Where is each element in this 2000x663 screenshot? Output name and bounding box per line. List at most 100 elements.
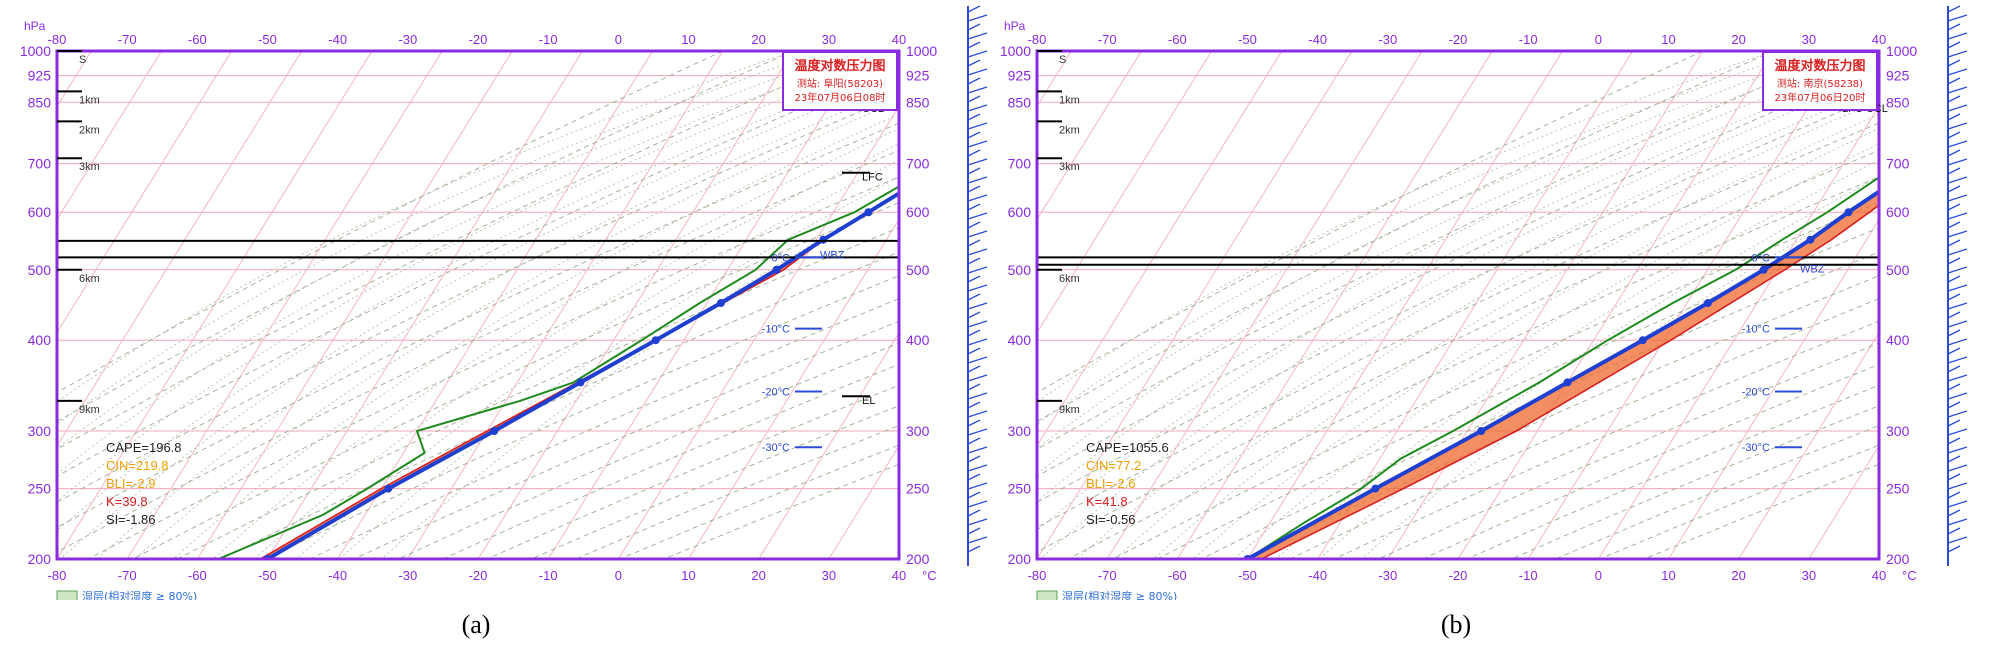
- wind-barb: [967, 293, 981, 301]
- dry-adiabat-line: [486, 384, 899, 559]
- isotherm-line: [758, 331, 899, 559]
- dry-adiabat-line: [221, 251, 899, 559]
- sounding-index-label: K=39.8: [106, 494, 148, 509]
- plot-area: [1037, 51, 1879, 559]
- isotherm-line: [1176, 51, 1493, 559]
- time-label: 23年07月06日20时: [1775, 91, 1866, 104]
- temperature-point: [1371, 484, 1380, 493]
- station-label: 测站: 南京(58238): [1777, 77, 1863, 90]
- x-tick-label-top: -80: [48, 32, 67, 47]
- wind-barb: [967, 194, 988, 202]
- wind-barb: [1947, 365, 1961, 373]
- x-tick-label-bottom: -20: [1449, 568, 1468, 583]
- temperature-point: [716, 299, 725, 308]
- dry-adiabat-line: [575, 425, 899, 559]
- x-tick-label-bottom: -40: [328, 568, 347, 583]
- wind-barb: [1947, 302, 1968, 310]
- height-marker-label: 3km: [79, 161, 100, 173]
- wind-barb: [1947, 437, 1961, 445]
- x-tick-label-top: 10: [1661, 32, 1675, 47]
- wind-barb: [1947, 383, 1961, 391]
- wind-barb: [967, 5, 981, 13]
- y-tick-label-left: 300: [1008, 423, 1032, 439]
- y-tick-label-right: 850: [906, 94, 930, 110]
- wind-barb: [967, 500, 988, 508]
- wind-barb: [967, 455, 981, 463]
- isotherm-level-label: -10°C: [1742, 324, 1770, 336]
- moist-adiabat-line: [1039, 75, 1879, 559]
- sounding-index-label: CIN=77.2: [1086, 458, 1141, 473]
- y-axis-unit: hPa: [1004, 19, 1026, 33]
- isotherm-line: [1247, 51, 1563, 559]
- wind-barb: [967, 518, 988, 526]
- moist-adiabat-line: [57, 51, 794, 403]
- moist-adiabat-line: [172, 113, 899, 559]
- y-tick-label-left: 200: [28, 551, 52, 567]
- x-tick-label-top: -40: [328, 32, 347, 47]
- temperature-point: [944, 160, 952, 168]
- y-tick-label-left: 200: [1008, 551, 1032, 567]
- x-tick-label-top: -70: [118, 32, 137, 47]
- wind-barb: [967, 176, 988, 184]
- dry-adiabat-line: [57, 51, 794, 422]
- plot-area: [57, 51, 952, 559]
- dry-adiabat-line: [1599, 444, 1879, 559]
- sounding-index-label: BLI=-2.6: [1086, 476, 1136, 491]
- wind-barb: [967, 383, 981, 391]
- height-marker-label: 3km: [1059, 161, 1080, 173]
- isotherm-line: [1037, 51, 1142, 221]
- wind-barb: [967, 14, 988, 22]
- title-box: [782, 51, 898, 111]
- wind-barb: [1947, 95, 1961, 103]
- wind-barb: [967, 509, 981, 517]
- dry-adiabat-line: [1037, 51, 1703, 394]
- x-tick-label-bottom: -70: [1098, 568, 1117, 583]
- moist-adiabat-line: [1037, 51, 1774, 403]
- wind-barb: [967, 545, 981, 553]
- sounding-index-label: K=41.8: [1086, 494, 1128, 509]
- skewt-panel-a: -80 -80 -70 -70 -60 -60 -50 -50 -40 -40 -30 -30 -20 -…: [20, 5, 988, 600]
- wind-barb: [967, 329, 981, 337]
- wind-barb: [967, 212, 988, 220]
- wind-barb: [1947, 545, 1961, 553]
- title-box: [1762, 51, 1878, 111]
- wind-barb: [967, 356, 988, 364]
- wind-barb: [1947, 482, 1968, 490]
- temperature-trace: [266, 191, 899, 559]
- wind-barb: [967, 77, 981, 85]
- wind-barb: [1947, 500, 1968, 508]
- isotherm-line: [1037, 51, 1283, 447]
- x-tick-label-bottom: 10: [681, 568, 695, 583]
- isotherm-line: [407, 51, 724, 559]
- wind-barb: [1947, 266, 1968, 274]
- x-tick-label-top: 0: [615, 32, 622, 47]
- wind-barb: [967, 185, 981, 193]
- wind-barb: [967, 59, 981, 67]
- isotherm-line: [828, 444, 899, 559]
- y-tick-label-right: 1000: [1886, 43, 1917, 59]
- isotherm-line: [1808, 444, 1879, 559]
- wind-barb: [1947, 59, 1961, 67]
- isotherm-line: [57, 51, 162, 221]
- wind-barb: [1947, 320, 1968, 328]
- height-marker-label: S: [79, 54, 86, 66]
- wind-barb: [1947, 527, 1961, 535]
- wind-barb: [1947, 68, 1968, 76]
- level-marker-label: LFC: [862, 172, 883, 184]
- isotherm-line: [267, 51, 583, 559]
- y-tick-label-right: 700: [906, 156, 930, 172]
- y-tick-label-left: 600: [28, 204, 52, 220]
- isotherm-level-label: -30°C: [762, 442, 790, 454]
- legend-swatch: [1036, 590, 1058, 600]
- wind-barb: [967, 347, 981, 355]
- wind-barb: [1947, 131, 1961, 139]
- wind-barb: [967, 266, 988, 274]
- sounding-index-label: CAPE=196.8: [106, 440, 182, 455]
- dry-adiabat-line: [1037, 149, 1879, 553]
- dry-adiabat-line: [1555, 425, 1879, 559]
- wind-barb: [967, 338, 988, 346]
- time-label: 23年07月06日08时: [795, 91, 886, 104]
- isotherm-line: [1106, 51, 1423, 559]
- wind-barb: [1947, 275, 1961, 283]
